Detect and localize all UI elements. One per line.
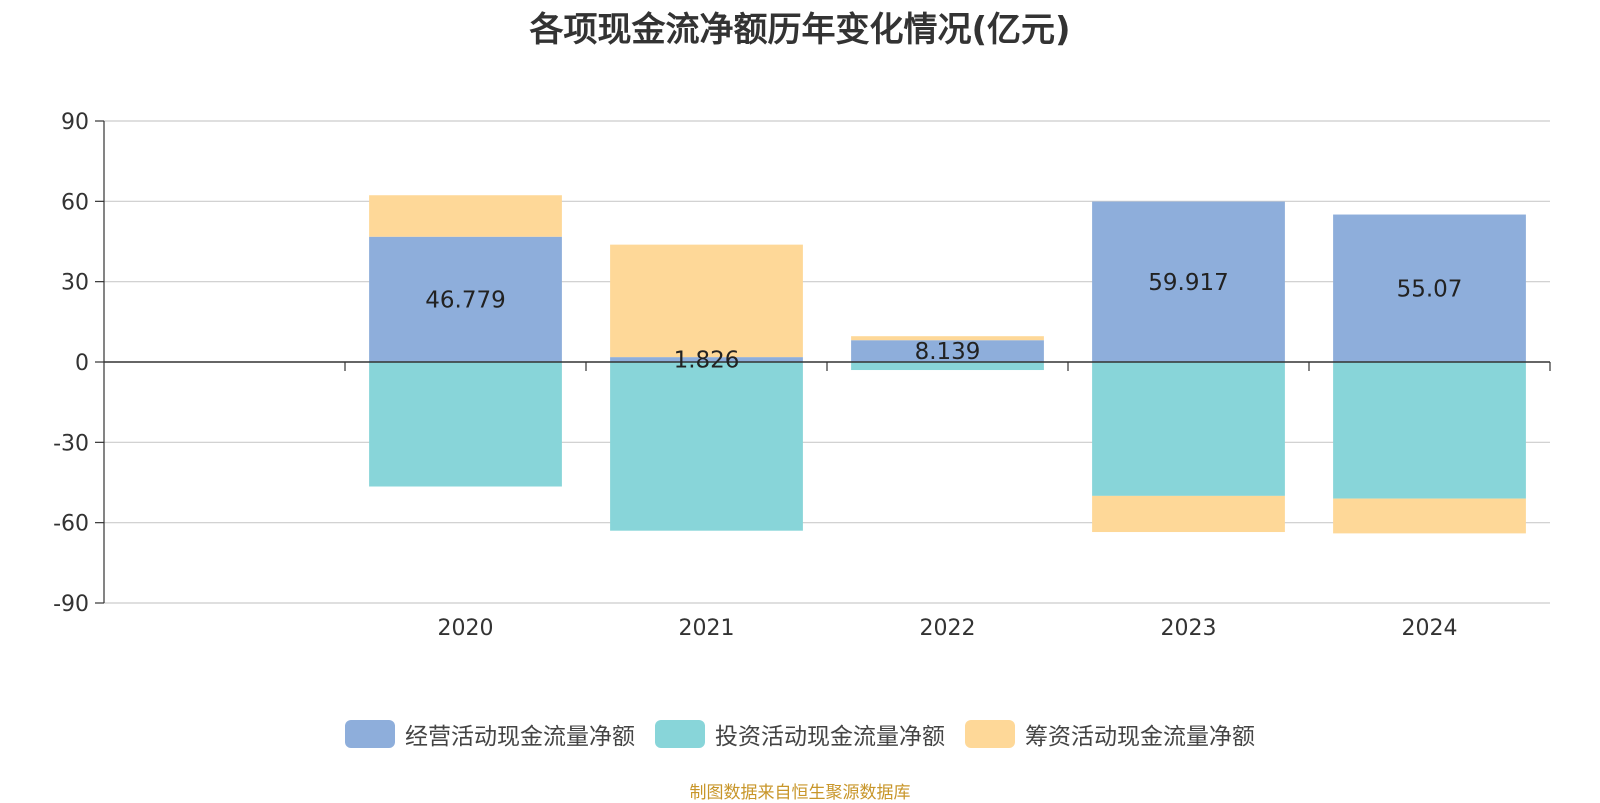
bar-2023-series-1 bbox=[1092, 362, 1285, 496]
legend-swatch bbox=[655, 720, 705, 748]
y-tick-label: -90 bbox=[53, 592, 89, 617]
bar-2021-series-0 bbox=[610, 357, 803, 362]
legend-label: 筹资活动现金流量净额 bbox=[1025, 724, 1255, 750]
data-labels: 46.779 1.826 8.139 59.917 55.07 bbox=[425, 270, 1462, 374]
bar-2024-series-0 bbox=[1333, 214, 1526, 362]
y-tick-label: 30 bbox=[61, 271, 89, 296]
data-label-2022: 8.139 bbox=[915, 339, 981, 365]
source-note: 制图数据来自恒生聚源数据库 bbox=[689, 783, 911, 803]
chart-title: 各项现金流净额历年变化情况(亿元) bbox=[529, 10, 1071, 50]
legend-item[interactable]: 经营活动现金流量净额 bbox=[345, 717, 635, 751]
legend: 经营活动现金流量净额 投资活动现金流量净额 筹资活动现金流量净额 bbox=[0, 717, 1600, 751]
axes: 90 60 30 0 -30 -60 -90 2020 2021 2022 2023 2024 bbox=[53, 110, 1551, 641]
bar-2023-series-2 bbox=[1092, 495, 1285, 533]
bar-2020-series-1 bbox=[369, 362, 562, 487]
x-tick-label: 2022 bbox=[920, 616, 976, 641]
legend-item[interactable]: 投资活动现金流量净额 bbox=[655, 717, 945, 751]
bar-2024-series-2 bbox=[1333, 498, 1526, 534]
chart-plot: 90 60 30 0 -30 -60 -90 2020 2021 2022 2023 2024 46.… bbox=[53, 110, 1551, 641]
legend-label: 投资活动现金流量净额 bbox=[715, 724, 945, 750]
grid-lines bbox=[104, 120, 1550, 604]
data-label-2024: 55.07 bbox=[1397, 276, 1463, 302]
y-tick-label: 60 bbox=[61, 190, 89, 215]
y-tick-label: 0 bbox=[75, 351, 89, 376]
legend-item[interactable]: 筹资活动现金流量净额 bbox=[965, 717, 1255, 751]
x-tick-label: 2020 bbox=[438, 616, 494, 641]
bar-2024-series-1 bbox=[1333, 362, 1526, 499]
y-tick-label: 90 bbox=[61, 110, 89, 135]
bar-2021-series-2 bbox=[610, 244, 803, 358]
legend-label: 经营活动现金流量净额 bbox=[405, 724, 635, 750]
bar-2022-series-1 bbox=[851, 362, 1044, 371]
bars bbox=[369, 195, 1526, 534]
data-label-2023: 59.917 bbox=[1148, 270, 1228, 296]
bar-2020-series-0 bbox=[369, 236, 562, 362]
x-tick-label: 2021 bbox=[679, 616, 735, 641]
x-tick-label: 2023 bbox=[1161, 616, 1217, 641]
bar-2020-series-2 bbox=[369, 195, 562, 237]
bar-2021-series-1 bbox=[610, 362, 803, 531]
data-label-2021: 1.826 bbox=[674, 348, 740, 374]
bar-2022-series-0 bbox=[851, 340, 1044, 362]
data-label-2020: 46.779 bbox=[425, 287, 505, 313]
x-tick-label: 2024 bbox=[1402, 616, 1458, 641]
y-tick-label: -60 bbox=[53, 512, 89, 537]
y-tick-label: -30 bbox=[53, 431, 89, 456]
legend-swatch bbox=[965, 720, 1015, 748]
legend-swatch bbox=[345, 720, 395, 748]
bar-2023-series-0 bbox=[1092, 201, 1285, 362]
bar-2022-series-2 bbox=[851, 336, 1044, 341]
